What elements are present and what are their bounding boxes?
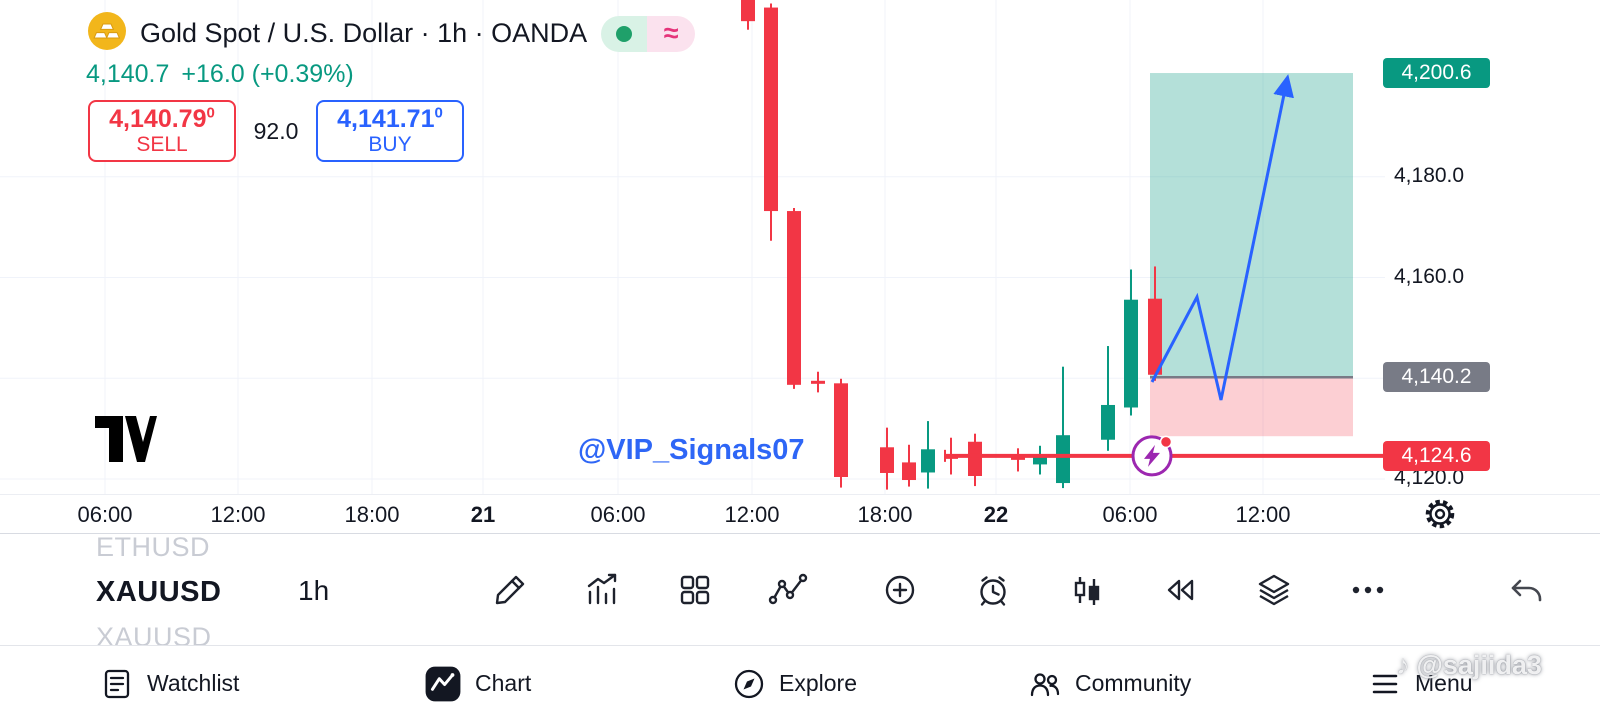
time-axis-label: 06:00 (590, 502, 646, 527)
candle-down (1148, 266, 1162, 381)
price-row: 4,140.7 +16.0 (+0.39%) (86, 60, 354, 89)
order-row: 4,140.790 SELL 92.0 4,141.710 BUY (88, 100, 464, 162)
nav-explore[interactable]: Explore (732, 646, 857, 720)
chart-area[interactable]: 4,180.0 4,160.0 4,120.0 4,200.6 4,140.2 4,124… (0, 0, 1600, 494)
candle-down (764, 3, 778, 241)
candle-up (1101, 346, 1115, 451)
objects-icon[interactable] (1250, 566, 1298, 614)
nav-community[interactable]: Community (1028, 646, 1191, 720)
time-axis-label: 06:00 (1102, 502, 1158, 527)
add-icon[interactable] (876, 566, 924, 614)
market-status-toggle[interactable]: ≈ (601, 15, 696, 52)
candlestick-chart[interactable] (0, 0, 1600, 494)
nav-chart-label: Chart (475, 670, 532, 696)
candle-up (1056, 366, 1070, 489)
candle-up (921, 421, 935, 489)
music-note-icon: ♪ (1396, 650, 1410, 680)
replay-icon[interactable] (1156, 566, 1204, 614)
watchlist-icon (100, 667, 134, 701)
time-axis-label: 21 (470, 502, 496, 527)
patterns-icon[interactable] (764, 566, 812, 614)
sell-label: SELL (136, 133, 188, 157)
last-price: 4,140.7 (86, 60, 170, 88)
candle-down (834, 378, 848, 488)
symbol-prev[interactable]: ETHUSD (96, 534, 211, 562)
nav-chart[interactable]: Chart (424, 646, 531, 720)
time-axis-label: 12:00 (724, 502, 780, 527)
time-axis[interactable]: 06:00 12:00 18:00 21 06:00 12:00 18:00 22 06:00 1… (0, 494, 1600, 534)
alert-dot (1159, 435, 1173, 449)
symbol-title[interactable]: Gold Spot / U.S. Dollar · 1h · OANDA (140, 18, 588, 48)
time-axis-label: 06:00 (77, 502, 133, 527)
long-position-profit-zone[interactable] (1150, 73, 1353, 378)
market-open-dot (601, 15, 648, 52)
nav-community-label: Community (1075, 670, 1192, 696)
candle-down (880, 427, 894, 490)
buy-label: BUY (368, 133, 412, 157)
projection-arrow[interactable] (1150, 74, 1294, 401)
candle-up (1033, 445, 1047, 475)
timeframe-button[interactable]: 1h (298, 575, 330, 606)
time-axis-label: 18:00 (857, 502, 913, 527)
nav-menu-label: Menu (1415, 670, 1473, 696)
undo-icon[interactable] (1505, 568, 1549, 612)
signal-marker[interactable] (1131, 435, 1173, 477)
nav-watchlist[interactable]: Watchlist (100, 646, 239, 720)
buy-button[interactable]: 4,141.710 BUY (316, 100, 464, 162)
nav-menu[interactable]: Menu (1368, 646, 1473, 720)
approx-price-icon: ≈ (647, 15, 696, 52)
menu-icon (1368, 667, 1402, 701)
buy-price: 4,141.71 (337, 105, 435, 134)
chart-watermark: @VIP_Signals07 (578, 434, 805, 466)
layouts-icon[interactable] (671, 566, 719, 614)
chart-type-icon[interactable] (1063, 566, 1111, 614)
candle-down (968, 433, 982, 487)
time-axis-label: 22 (983, 502, 1009, 527)
buy-price-pip: 0 (434, 104, 443, 122)
more-icon[interactable] (1344, 566, 1392, 614)
candle-up (1124, 269, 1138, 416)
explore-icon (732, 667, 766, 701)
sell-button[interactable]: 4,140.790 SELL (88, 100, 236, 162)
symbol-current[interactable]: XAUUSD (96, 576, 222, 608)
time-axis-label: 18:00 (344, 502, 400, 527)
symbol-header: Gold Spot / U.S. Dollar · 1h · OANDA ≈ (88, 12, 696, 55)
sell-price-pip: 0 (206, 104, 215, 122)
video-watermark: ♪ @sajiida3 (1396, 650, 1542, 681)
bottom-nav: Watchlist Chart Explore (0, 645, 1600, 720)
chart-icon (424, 665, 462, 703)
candle-down (741, 0, 755, 30)
nav-explore-label: Explore (779, 670, 857, 696)
candle-down (811, 371, 825, 393)
community-icon (1028, 667, 1062, 701)
symbol-next[interactable]: XAUUSD (96, 622, 212, 645)
long-position-loss-zone[interactable] (1150, 377, 1353, 437)
lightning-bolt-icon (1144, 444, 1160, 467)
spread-value: 92.0 (253, 117, 299, 144)
toolbar-panel: ETHUSD XAUUSD XAUUSD 1h (0, 534, 1600, 645)
nav-watchlist-label: Watchlist (147, 670, 240, 696)
candle-down (787, 208, 801, 389)
price-change: +16.0 (+0.39%) (181, 60, 354, 88)
settings-gear-icon[interactable] (1423, 497, 1457, 531)
indicators-icon[interactable] (578, 566, 626, 614)
tradingview-logo[interactable] (95, 416, 157, 467)
candle-down (1011, 448, 1025, 472)
gold-icon (88, 12, 126, 55)
time-axis-label: 12:00 (210, 502, 266, 527)
alert-icon[interactable] (969, 566, 1017, 614)
candle-down (902, 444, 916, 487)
draw-icon[interactable] (486, 566, 534, 614)
video-watermark-text: @sajiida3 (1416, 650, 1542, 680)
time-axis-label: 12:00 (1235, 502, 1291, 527)
sell-price: 4,140.79 (109, 105, 207, 134)
